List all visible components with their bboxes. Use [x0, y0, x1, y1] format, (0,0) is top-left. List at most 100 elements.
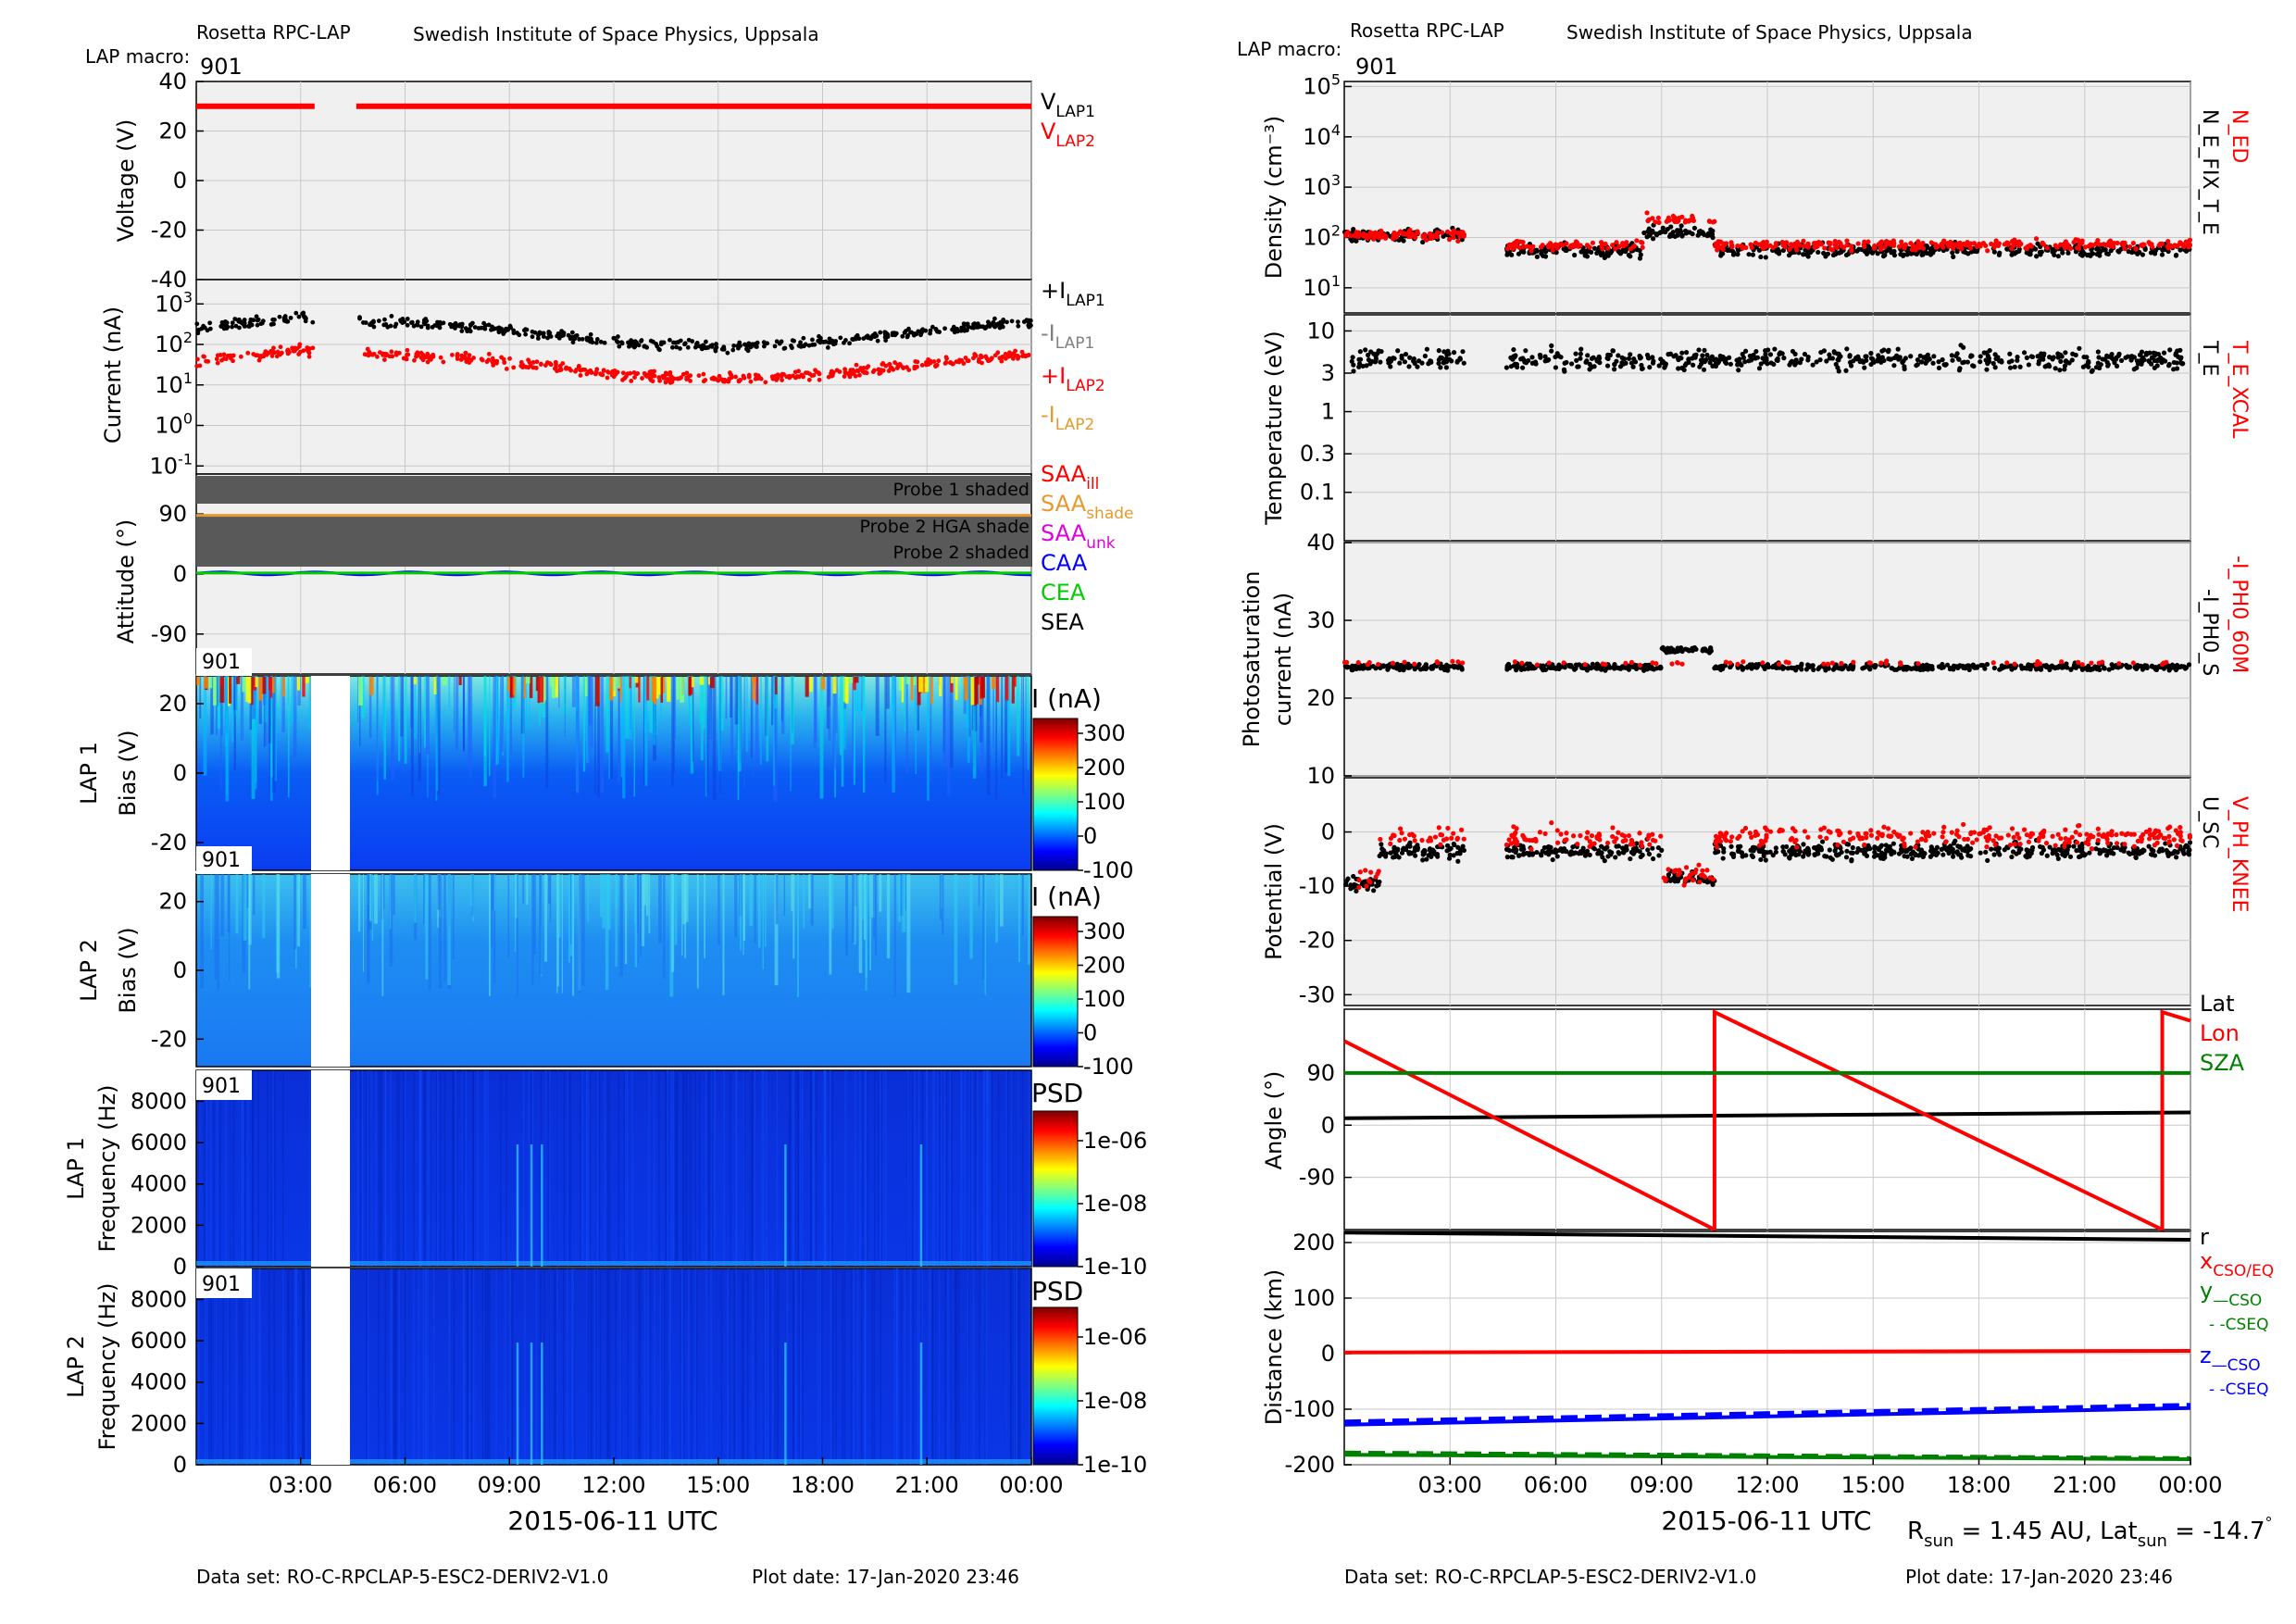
psd-streak [384, 1070, 387, 1267]
current-point [499, 355, 505, 360]
current-point [620, 378, 625, 382]
current-point [976, 324, 981, 330]
psd-streak [563, 1070, 566, 1267]
temperature-ylabel: Temperature (eV) [1261, 331, 1287, 526]
psd-streak [463, 1268, 465, 1465]
t-e-point [1931, 354, 1937, 359]
t-e-point [1662, 365, 1667, 370]
current-point [196, 327, 202, 332]
i-ph0-60m-point [1561, 660, 1566, 666]
lap1-bias-colorbar [1032, 718, 1079, 871]
t-e-point [1927, 356, 1932, 362]
psd-streak [197, 1070, 200, 1267]
current-point [801, 335, 806, 341]
current-point [640, 376, 644, 381]
current-point [701, 379, 706, 384]
n-e-fix-point [2142, 246, 2148, 253]
heatmap-streak [587, 874, 589, 923]
current-point [268, 348, 274, 354]
t-e-point [1958, 343, 1964, 348]
current-point [1020, 354, 1025, 358]
n-ed-point [1805, 242, 1811, 247]
i-ph0-s-point [1398, 662, 1404, 668]
n-ed-point [2016, 243, 2022, 249]
t-e-point [1388, 364, 1393, 369]
psd-streak [573, 1268, 576, 1465]
current-point [505, 326, 511, 331]
n-ed-point [1735, 244, 1741, 249]
t-e-point [1573, 351, 1578, 356]
heatmap-streak [869, 874, 871, 970]
psd-streak [694, 1268, 696, 1465]
current-point [951, 324, 956, 330]
n-ed-point [1520, 240, 1526, 245]
psd-streak [535, 1268, 538, 1465]
i-ph0-s-point [1452, 663, 1457, 669]
current-point [670, 344, 675, 350]
t-e-point [2040, 355, 2045, 360]
heatmap-streak [214, 874, 218, 981]
current-point [763, 380, 768, 385]
psd-streak [274, 1070, 276, 1267]
psd-streak [824, 1070, 827, 1267]
n-ed-point [1841, 244, 1847, 251]
n-e-fix-point [1924, 244, 1929, 249]
n-e-fix-point [1891, 248, 1897, 255]
heatmap-streak [803, 874, 805, 929]
psd-streak [259, 1268, 261, 1465]
current-point [902, 330, 907, 335]
current-point [915, 364, 919, 369]
psd-streak [967, 1268, 969, 1465]
heatmap-streak [382, 874, 385, 910]
lap2-psd-colorbar [1032, 1306, 1079, 1466]
n-e-fix-point [1891, 253, 1898, 258]
psd-streak [906, 1070, 909, 1267]
t-e-point [1611, 367, 1617, 372]
current-point [306, 354, 312, 359]
i-ph0-60m-point [1679, 661, 1685, 667]
psd-streak [862, 1070, 864, 1267]
heatmap-streak [235, 676, 238, 716]
heatmap-streak [927, 676, 930, 801]
psd-streak [243, 1070, 246, 1267]
psd-streak [540, 1268, 542, 1465]
n-ed-point [2165, 239, 2171, 244]
psd-streak [390, 1070, 392, 1267]
psd-streak [586, 1268, 588, 1465]
current-point [799, 372, 805, 378]
psd-streak [273, 1268, 275, 1465]
heatmap-streak [719, 676, 724, 731]
t-e-point [2151, 350, 2156, 356]
heatmap-streak [303, 874, 306, 930]
t-e-point [2128, 354, 2134, 359]
current-point [555, 333, 560, 339]
i-ph0-s-point [1803, 667, 1810, 672]
heatmap-streak [600, 874, 603, 918]
psd-streak [658, 1070, 660, 1267]
n-e-fix-point [1951, 254, 1956, 259]
current-point [928, 360, 933, 366]
n-ed-point [1826, 240, 1831, 245]
psd-streak [672, 1070, 674, 1267]
i-ph0-60m-point [1412, 661, 1417, 667]
heatmap-streak [1022, 676, 1024, 795]
data-gap [311, 874, 350, 1067]
t-e-point [2070, 351, 2076, 356]
psd-streak [743, 1070, 746, 1267]
lap2-bias-colorbar [1032, 916, 1079, 1068]
n-e-fix-point [1763, 255, 1768, 260]
t-e-point [1587, 367, 1592, 372]
psd-spike [919, 1343, 923, 1465]
t-e-point [2161, 350, 2167, 356]
psd-streak [568, 1070, 570, 1267]
current-point [245, 350, 251, 356]
lap1-psd-ylabel2: Frequency (Hz) [94, 1085, 120, 1253]
psd-streak [874, 1070, 876, 1267]
psd-streak [752, 1268, 754, 1465]
heatmap-streak [685, 874, 689, 922]
psd-streak [714, 1070, 716, 1267]
psd-streak [813, 1070, 815, 1267]
current-point [762, 344, 767, 349]
t-e-point [1640, 366, 1645, 371]
psd-streak [971, 1070, 973, 1267]
